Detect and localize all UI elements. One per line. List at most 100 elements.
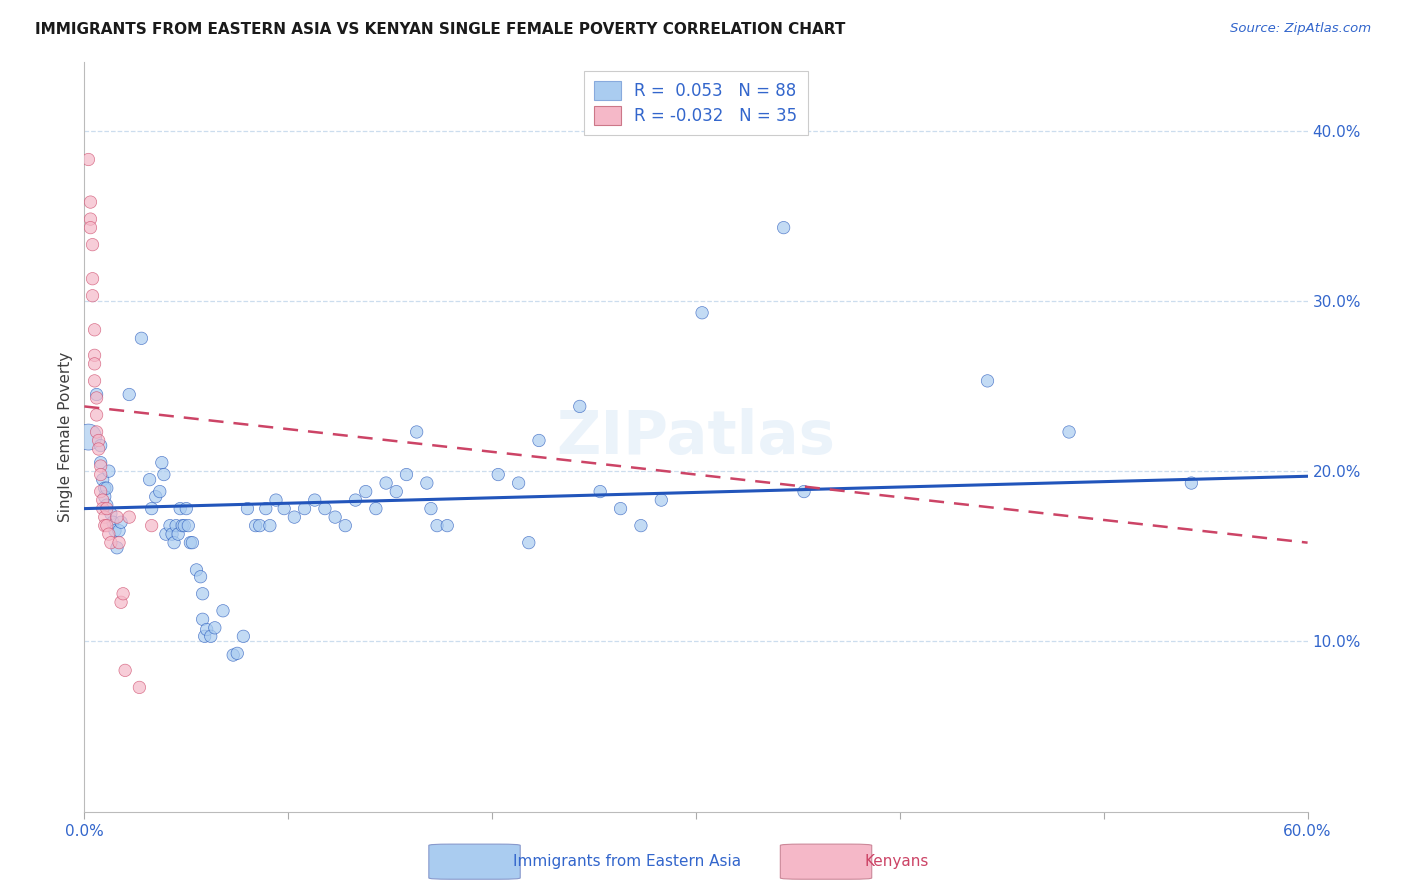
Point — [191, 587, 214, 601]
Point — [181, 535, 204, 549]
Point — [416, 476, 439, 491]
Point — [259, 518, 281, 533]
Point — [112, 587, 135, 601]
Point — [508, 476, 530, 491]
Point — [83, 357, 105, 371]
Point — [90, 484, 112, 499]
Point — [105, 541, 128, 555]
Point — [90, 456, 112, 470]
Point — [159, 518, 181, 533]
Point — [335, 518, 357, 533]
Point — [82, 289, 104, 303]
Point — [87, 442, 110, 456]
Point — [86, 391, 108, 405]
Text: Source: ZipAtlas.com: Source: ZipAtlas.com — [1230, 22, 1371, 36]
Point — [96, 481, 118, 495]
Point — [254, 501, 277, 516]
Point — [177, 518, 200, 533]
Point — [97, 527, 120, 541]
Point — [79, 220, 101, 235]
Point — [165, 518, 187, 533]
Point — [91, 501, 114, 516]
Point — [141, 501, 163, 516]
Point — [283, 510, 305, 524]
Point — [114, 664, 136, 678]
Point — [79, 195, 101, 210]
Point — [200, 629, 222, 643]
Point — [131, 331, 153, 345]
Point — [344, 493, 367, 508]
FancyBboxPatch shape — [780, 844, 872, 880]
Point — [96, 518, 118, 533]
Point — [104, 524, 127, 538]
Point — [1057, 425, 1080, 439]
Point — [772, 220, 794, 235]
Point — [364, 501, 387, 516]
Point — [222, 648, 245, 662]
Point — [173, 518, 195, 533]
Point — [420, 501, 443, 516]
Point — [1180, 476, 1202, 491]
Point — [153, 467, 176, 482]
Point — [83, 374, 105, 388]
Point — [609, 501, 631, 516]
Point — [191, 612, 214, 626]
Point — [589, 484, 612, 499]
Point — [145, 490, 167, 504]
Point — [172, 518, 194, 533]
Text: ZIPatlas: ZIPatlas — [557, 408, 835, 467]
Point — [194, 629, 217, 643]
Point — [405, 425, 427, 439]
Point — [385, 484, 408, 499]
Point — [110, 595, 132, 609]
Point — [169, 501, 191, 516]
Point — [150, 456, 173, 470]
Point — [167, 527, 190, 541]
Point — [212, 604, 235, 618]
Point — [323, 510, 346, 524]
Point — [96, 498, 118, 512]
Point — [568, 400, 591, 414]
Point — [186, 563, 208, 577]
Point — [108, 524, 131, 538]
Point — [236, 501, 259, 516]
Point — [90, 439, 112, 453]
Point — [232, 629, 254, 643]
Point — [527, 434, 550, 448]
Point — [128, 681, 150, 695]
Point — [249, 518, 271, 533]
Point — [86, 425, 108, 439]
Point — [630, 518, 652, 533]
Point — [82, 271, 104, 285]
Point — [174, 501, 197, 516]
Point — [650, 493, 672, 508]
Point — [90, 467, 112, 482]
Point — [105, 510, 128, 524]
Point — [690, 306, 713, 320]
Point — [93, 490, 115, 504]
Point — [426, 518, 449, 533]
Legend: R =  0.053   N = 88, R = -0.032   N = 35: R = 0.053 N = 88, R = -0.032 N = 35 — [585, 70, 807, 135]
Point — [110, 515, 132, 529]
Point — [517, 535, 540, 549]
Point — [149, 484, 172, 499]
Point — [83, 323, 105, 337]
Point — [195, 623, 218, 637]
Point — [86, 387, 108, 401]
Point — [118, 510, 141, 524]
Point — [304, 493, 326, 508]
Point — [190, 570, 212, 584]
Point — [141, 518, 163, 533]
Point — [86, 408, 108, 422]
Point — [87, 434, 110, 448]
Point — [204, 621, 226, 635]
Point — [436, 518, 458, 533]
Point — [91, 473, 114, 487]
Point — [93, 510, 115, 524]
Point — [100, 507, 122, 521]
Point — [138, 473, 160, 487]
Text: IMMIGRANTS FROM EASTERN ASIA VS KENYAN SINGLE FEMALE POVERTY CORRELATION CHART: IMMIGRANTS FROM EASTERN ASIA VS KENYAN S… — [35, 22, 845, 37]
Point — [226, 646, 249, 660]
Point — [93, 518, 115, 533]
Point — [83, 348, 105, 362]
